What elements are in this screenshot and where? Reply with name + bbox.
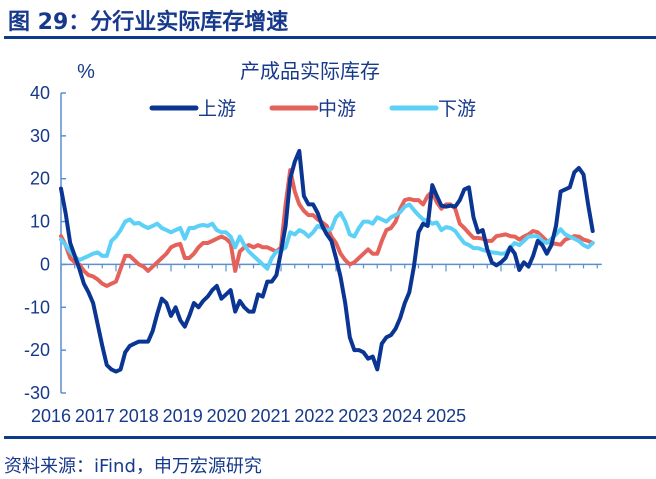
- series-line-upstream: [59, 148, 595, 374]
- legend-item: 中游: [269, 98, 356, 120]
- chart-title: 产成品实际库存: [240, 60, 380, 83]
- legend-item: 上游: [149, 98, 236, 120]
- y-tick-label: 30: [30, 126, 50, 146]
- legend-label: 中游: [318, 98, 356, 120]
- x-tick-label: 2021: [250, 406, 290, 426]
- series-line-downstream: [59, 202, 595, 271]
- figure-title: 图 29：分行业实际库存增速: [8, 10, 289, 35]
- y-tick-label: -20: [24, 340, 50, 360]
- y-axis-unit: %: [77, 61, 95, 83]
- x-tick-label: 2025: [426, 406, 466, 426]
- y-tick-label: -30: [24, 383, 50, 403]
- x-tick-label: 2018: [119, 406, 159, 426]
- y-tick-label: 0: [40, 254, 50, 274]
- legend: 上游 中游 下游: [149, 98, 476, 120]
- x-tick-label: 2017: [75, 406, 115, 426]
- y-tick-label: -10: [24, 297, 50, 317]
- x-tick-label: 2024: [382, 406, 422, 426]
- y-tick-label: 20: [30, 169, 50, 189]
- source-note: 资料来源：iFind，申万宏源研究: [4, 456, 262, 477]
- y-tick-label: 10: [30, 212, 50, 232]
- y-tick-label: 40: [30, 83, 50, 103]
- series-lines: [59, 148, 595, 374]
- legend-label: 上游: [198, 98, 236, 120]
- x-tick-label: 2019: [163, 406, 203, 426]
- legend-item: 下游: [389, 98, 476, 120]
- series-line-midstream: [59, 168, 595, 288]
- x-tick-label: 2023: [338, 406, 378, 426]
- title-rule: [4, 36, 656, 39]
- x-tick-label: 2020: [207, 406, 247, 426]
- x-tick-label: 2022: [294, 406, 334, 426]
- x-tick-label: 2016: [31, 406, 71, 426]
- footer-rule: [4, 436, 656, 439]
- legend-label: 下游: [438, 98, 476, 120]
